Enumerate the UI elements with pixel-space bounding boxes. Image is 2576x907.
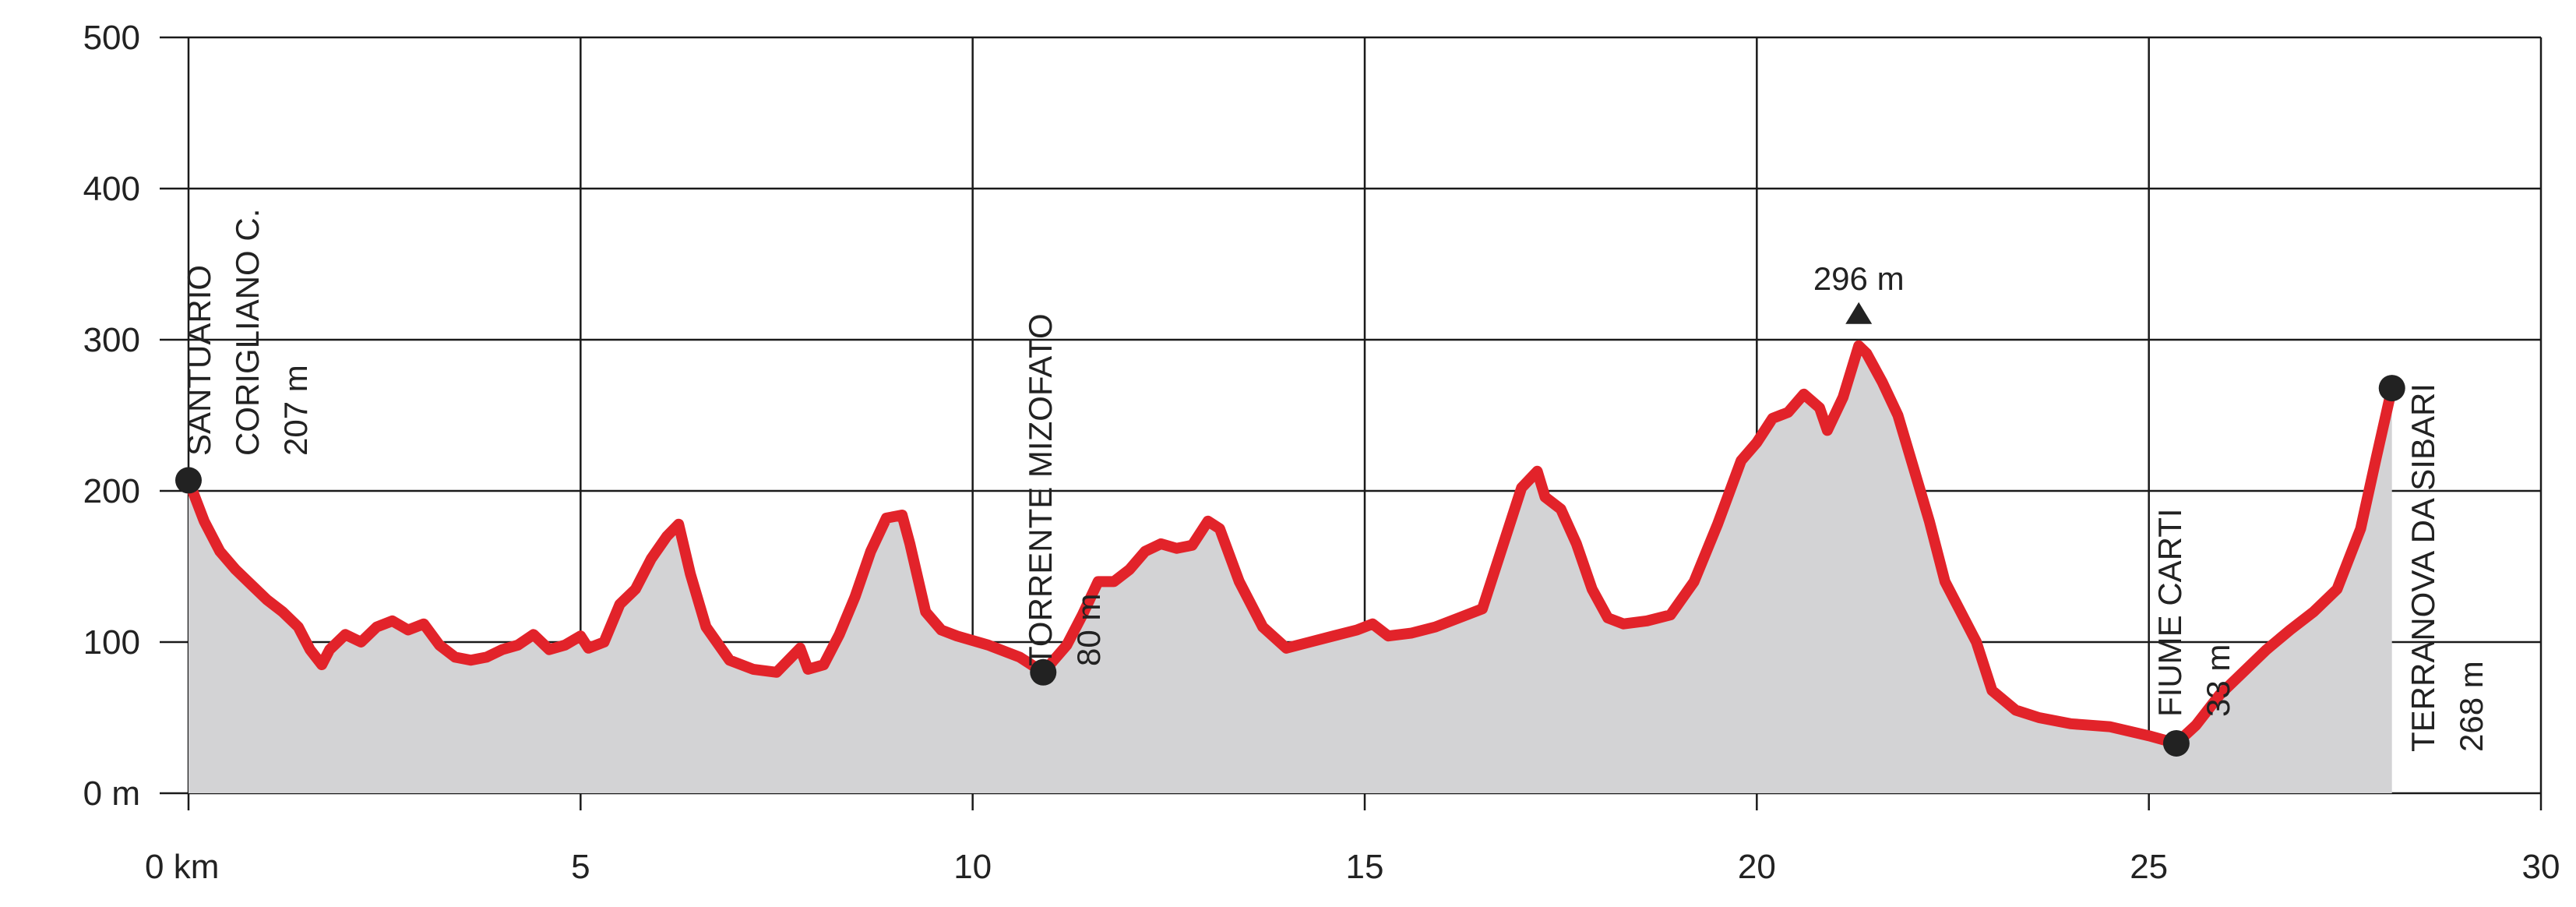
waypoint-label: SANTUARIO bbox=[181, 265, 217, 456]
y-tick-label: 100 bbox=[83, 623, 140, 662]
profile-area bbox=[189, 345, 2392, 793]
profile-line bbox=[183, 340, 2398, 749]
y-tick-label: 500 bbox=[83, 19, 140, 57]
peak-triangle-icon bbox=[1845, 302, 1873, 324]
x-tick-label: 15 bbox=[1346, 848, 1384, 886]
x-tick-label: 0 km bbox=[145, 848, 219, 886]
x-tick-label: 25 bbox=[2130, 848, 2168, 886]
waypoint-label: 80 m bbox=[1070, 594, 1107, 666]
waypoint-marker bbox=[2378, 375, 2405, 402]
x-tick-label: 5 bbox=[571, 848, 590, 886]
y-tick-label: 0 m bbox=[83, 775, 140, 813]
x-tick-label: 10 bbox=[953, 848, 992, 886]
y-tick-label: 400 bbox=[83, 170, 140, 208]
waypoint-label: FIUME CARTI bbox=[2151, 508, 2188, 717]
axis-ticks: 0 m 100 200 300 400 500 0 km 5 10 15 20 25 30 bbox=[83, 19, 2560, 886]
waypoint-marker bbox=[1030, 658, 1057, 686]
waypoint-marker bbox=[175, 467, 202, 494]
waypoint-label: TERRANOVA DA SIBARI bbox=[2405, 383, 2441, 752]
profile-area-layer bbox=[183, 340, 2398, 793]
x-tick-label: 20 bbox=[1738, 848, 1776, 886]
peak-label: 296 m bbox=[1813, 260, 1905, 297]
waypoint-label: TORRENTE MIZOFATO bbox=[1022, 313, 1059, 666]
waypoint-label: CORIGLIANO C. bbox=[229, 209, 266, 456]
x-tick-label: 30 bbox=[2522, 848, 2560, 886]
waypoint-label: 33 m bbox=[2200, 644, 2236, 717]
annotation-labels: 296 m SANTUARIO CORIGLIANO C. 207 m TORRENTE… bbox=[175, 209, 2490, 757]
waypoint-label: 207 m bbox=[277, 365, 314, 456]
y-tick-label: 200 bbox=[83, 472, 140, 510]
waypoint-marker bbox=[2162, 729, 2190, 757]
waypoint-label: 268 m bbox=[2453, 661, 2490, 752]
y-tick-label: 300 bbox=[83, 321, 140, 359]
